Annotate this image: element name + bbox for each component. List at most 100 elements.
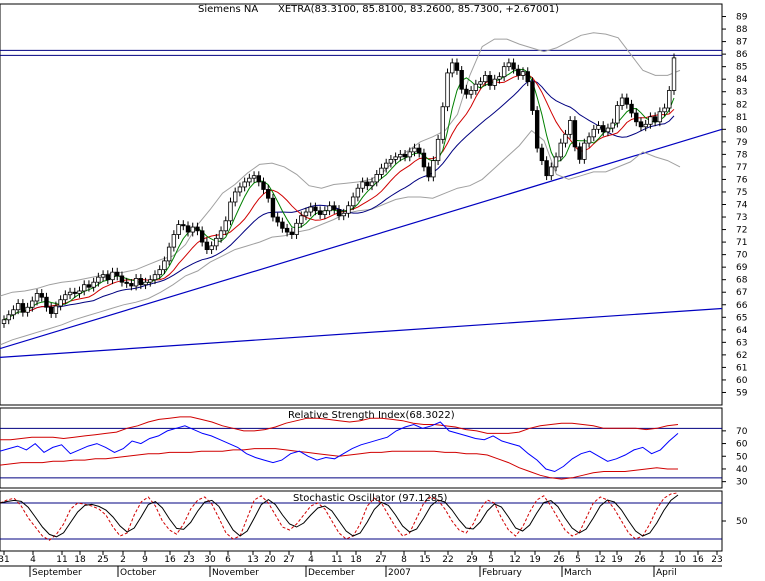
candle-body	[549, 166, 554, 177]
price-tick-label: 76	[736, 175, 748, 185]
day-label: 20	[264, 555, 276, 565]
candle-body	[464, 88, 469, 95]
day-label: 12	[594, 555, 605, 565]
candle-body	[124, 281, 129, 284]
bollinger-upper	[0, 32, 681, 297]
rsi-tick-label: 30	[736, 478, 748, 488]
month-label: September	[32, 568, 82, 577]
candle-body	[20, 303, 26, 313]
candle-body	[473, 83, 479, 91]
candle-body	[615, 105, 620, 124]
candle-body	[204, 241, 210, 251]
candle-body	[299, 215, 304, 224]
candle-body	[487, 75, 493, 86]
candle-body	[100, 274, 106, 278]
price-tick-label: 75	[736, 188, 747, 198]
candle-body	[350, 196, 356, 207]
candle-body	[657, 111, 663, 123]
moving-average-slow	[3, 79, 675, 321]
candle-body	[58, 299, 63, 307]
candle-body	[671, 57, 677, 91]
candle-body	[577, 146, 582, 160]
price-tick-label: 77	[736, 163, 747, 173]
day-label: 9	[142, 555, 148, 565]
price-panel: 59 60 61 62 63 64 65 66 67 68 69 70 71 72 73 74 75 76 77 78…	[0, 3, 748, 406]
month-label: February	[482, 568, 523, 577]
candle-body	[582, 142, 587, 160]
candle-body	[195, 226, 200, 232]
candle-body	[190, 226, 195, 233]
candle-body	[619, 97, 625, 106]
candle-body	[247, 177, 252, 183]
quote-readout: XETRA(83.3100, 85.8100, 83.2600, 85.7300…	[278, 4, 559, 15]
day-label: 26	[634, 555, 646, 565]
candle-body	[237, 186, 243, 193]
candle-body	[138, 278, 144, 286]
candle-body	[110, 271, 115, 281]
candle-body	[402, 153, 408, 158]
candle-body	[431, 160, 436, 178]
candle-body	[638, 121, 644, 128]
rsi-tick-label: 60	[736, 440, 748, 450]
day-label: 16	[164, 555, 176, 565]
candle-body	[199, 230, 205, 243]
candle-body	[454, 62, 460, 71]
day-label: 25	[97, 555, 108, 565]
candle-body	[223, 220, 228, 232]
candle-body	[421, 152, 427, 168]
candle-body	[468, 90, 474, 95]
candle-body	[417, 147, 422, 154]
candle-body	[610, 122, 615, 129]
price-tick-label: 87	[736, 38, 747, 48]
day-label: 4	[30, 555, 36, 565]
day-label: 10	[674, 555, 686, 565]
price-tick-label: 62	[736, 351, 747, 361]
day-label: 15	[419, 555, 430, 565]
day-label: 23	[183, 555, 194, 565]
candle-body	[228, 201, 233, 222]
day-label: 31	[0, 555, 10, 565]
candle-body	[39, 293, 44, 298]
candle-body	[605, 127, 611, 133]
candle-body	[152, 274, 158, 281]
day-label: 11	[56, 555, 67, 565]
candle-body	[34, 293, 40, 302]
candle-body	[544, 160, 549, 177]
candle-body	[148, 279, 153, 283]
candle-body	[242, 181, 247, 188]
candle-body	[534, 110, 540, 149]
rsi-line	[0, 421, 679, 473]
month-label: December	[308, 568, 355, 577]
day-label: 23	[711, 555, 722, 565]
price-tick-label: 60	[736, 376, 748, 386]
bollinger-lower	[0, 129, 681, 346]
day-label: 12	[509, 555, 520, 565]
day-label: 27	[283, 555, 294, 565]
price-tick-label: 69	[736, 263, 748, 273]
candle-body	[567, 120, 573, 135]
price-tick-label: 73	[736, 213, 747, 223]
day-label: 19	[529, 555, 541, 565]
price-tick-label: 64	[736, 326, 748, 336]
candle-body	[280, 221, 285, 229]
candle-body	[129, 283, 134, 287]
trend-line	[0, 128, 723, 350]
day-label: 4	[308, 555, 314, 565]
candle-body	[44, 296, 49, 308]
candle-body	[67, 291, 73, 296]
candle-body	[398, 153, 403, 158]
candle-body	[48, 306, 54, 314]
month-label: March	[564, 568, 591, 577]
day-label: 5	[488, 555, 494, 565]
stochastic-k-line	[0, 492, 679, 541]
candle-body	[119, 275, 125, 283]
candle-body	[450, 62, 455, 74]
candle-body	[530, 81, 535, 111]
candle-body	[256, 175, 261, 183]
candle-body	[492, 78, 497, 86]
price-tick-label: 71	[736, 238, 747, 248]
day-label: 30	[204, 555, 216, 565]
candle-body	[506, 62, 512, 68]
day-label: 13	[247, 555, 258, 565]
